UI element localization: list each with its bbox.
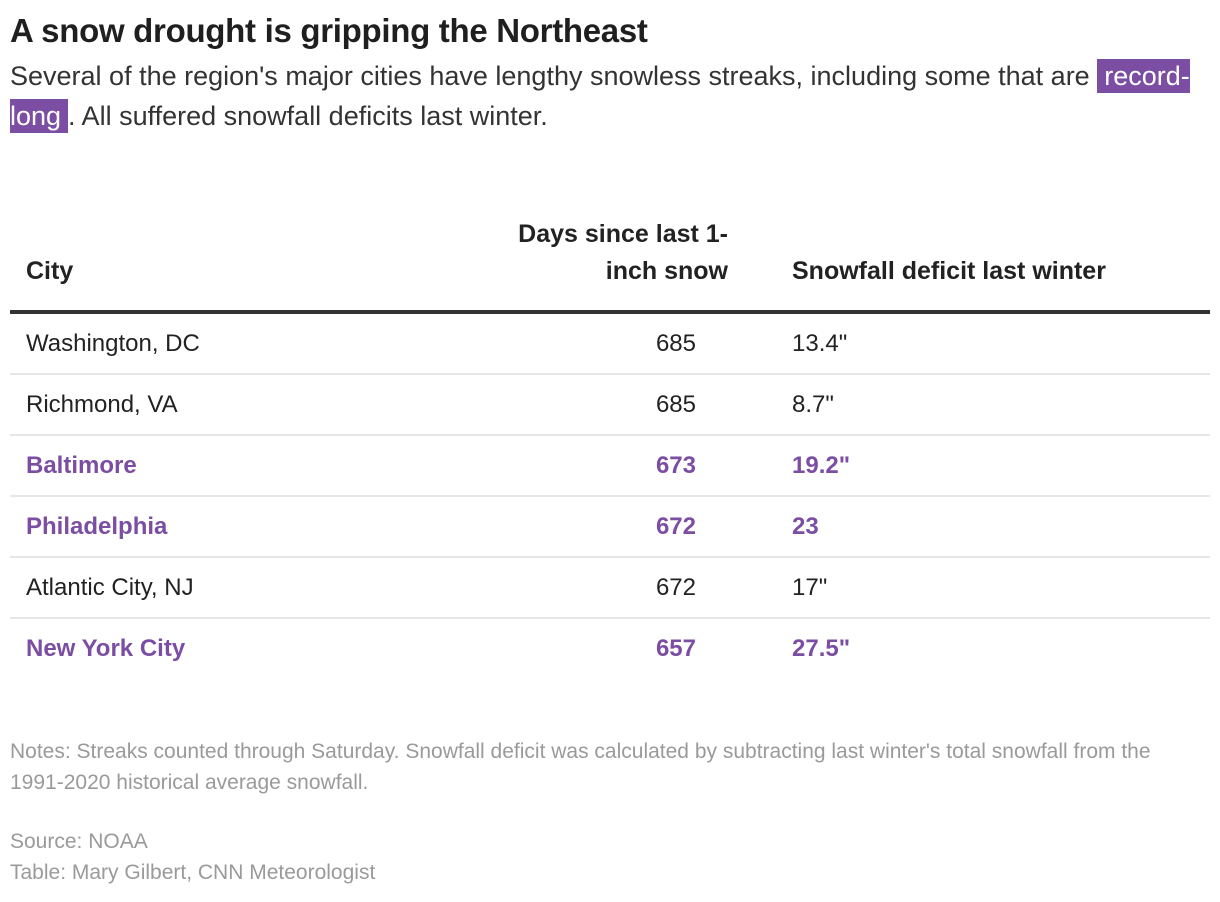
cell-days: 685 — [462, 312, 744, 375]
table-row: Baltimore 673 19.2" — [10, 435, 1210, 497]
cell-city: Washington, DC — [10, 312, 462, 375]
subtitle-text-end: . All suffered snowfall deficits last wi… — [68, 101, 548, 131]
cell-city: Philadelphia — [10, 496, 462, 558]
column-header-deficit: Snowfall deficit last winter — [744, 216, 1210, 314]
cell-deficit: 23 — [744, 496, 1210, 558]
cell-days: 673 — [462, 435, 744, 497]
data-table: City Days since last 1-inch snow Snowfal… — [10, 216, 1210, 678]
cell-deficit: 8.7" — [744, 374, 1210, 436]
cell-days: 672 — [462, 496, 744, 558]
source: Source: NOAA — [10, 830, 148, 853]
cell-deficit: 27.5" — [792, 634, 851, 662]
table-row: Richmond, VA 685 8.7" — [10, 374, 1210, 436]
cell-city: New York City — [26, 634, 186, 662]
column-header-days-text: Days since last 1-inch snow — [518, 220, 728, 285]
table-row: Philadelphia 672 23 — [10, 496, 1210, 558]
cell-days: 685 — [462, 374, 744, 436]
subtitle: Several of the region's major cities hav… — [10, 56, 1210, 136]
table-row: Washington, DC 685 13.4" — [10, 312, 1210, 375]
table-row: New York City 657 27.5" — [10, 618, 1210, 678]
subtitle-text: Several of the region's major cities hav… — [10, 61, 1098, 91]
cell-days: 672 — [462, 557, 744, 619]
source-block: Source: NOAA Table: Mary Gilbert, CNN Me… — [10, 826, 1210, 888]
cell-deficit: 19.2" — [744, 435, 1210, 497]
credit: Table: Mary Gilbert, CNN Meteorologist — [10, 861, 376, 884]
notes: Notes: Streaks counted through Saturday.… — [10, 740, 1151, 794]
cell-deficit: 13.4" — [744, 312, 1210, 375]
table-row: Atlantic City, NJ 672 17" — [10, 557, 1210, 619]
column-header-city: City — [10, 216, 462, 314]
title: A snow drought is gripping the Northeast — [10, 12, 648, 49]
cell-city: Atlantic City, NJ — [10, 557, 462, 619]
column-header-days: Days since last 1-inch snow — [462, 216, 744, 314]
cell-city: Richmond, VA — [10, 374, 462, 436]
header-row: City Days since last 1-inch snow Snowfal… — [10, 216, 1210, 314]
cell-days: 657 — [655, 634, 696, 662]
cell-deficit: 17" — [744, 557, 1210, 619]
cell-city: Baltimore — [10, 435, 462, 497]
